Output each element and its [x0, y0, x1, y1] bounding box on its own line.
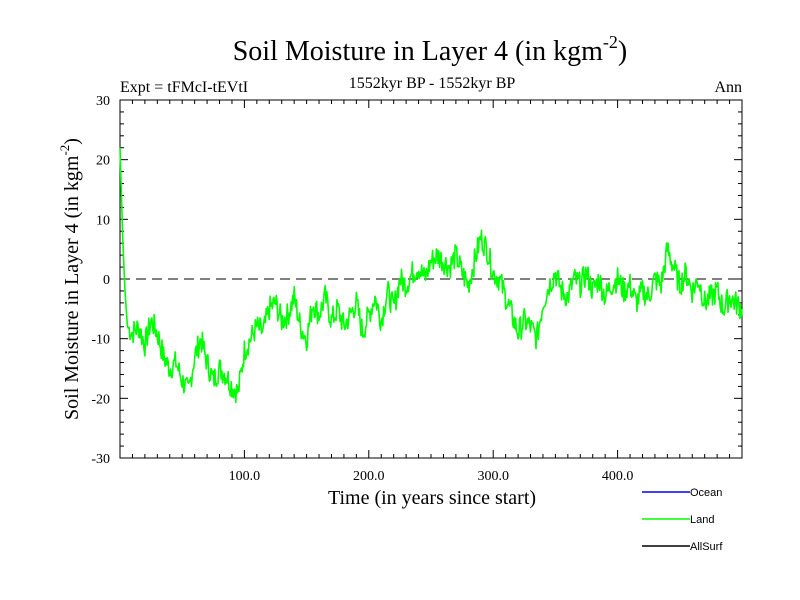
- chart-title: Soil Moisture in Layer 4 (in kgm-2): [233, 32, 628, 67]
- x-tick-label: 300.0: [477, 469, 509, 484]
- y-tick-label: -10: [91, 333, 110, 348]
- series-line-land: [119, 147, 743, 404]
- y-tick-label: -30: [91, 452, 110, 467]
- y-tick-label: 20: [96, 154, 110, 169]
- chart-title-close: ): [618, 36, 627, 67]
- series-group: [119, 147, 743, 404]
- season-caption: Ann: [714, 79, 742, 96]
- chart-title-text: Soil Moisture in Layer 4 (in kgm: [233, 36, 603, 67]
- y-axis-label-text: Soil Moisture in Layer 4 (in kgm: [61, 155, 83, 420]
- y-tick-label: -20: [91, 392, 110, 407]
- y-tick-label: 0: [103, 273, 110, 288]
- y-tick-label: 10: [96, 213, 110, 228]
- y-ticks: -30 -20 -10 0 10 20 30: [91, 94, 742, 467]
- chart-title-superscript: -2: [603, 32, 618, 52]
- legend-label-ocean: Ocean: [690, 487, 722, 499]
- legend: Ocean Land AllSurf: [642, 487, 723, 553]
- y-axis-label: Soil Moisture in Layer 4 (in kgm-2): [57, 138, 83, 420]
- y-axis-label-close: ): [61, 138, 83, 145]
- chart-subtitle: 1552kyr BP - 1552kyr BP: [349, 75, 516, 92]
- y-tick-label: 30: [96, 94, 110, 109]
- x-tick-label: 200.0: [353, 469, 385, 484]
- x-ticks: 100.0 200.0 300.0 400.0: [131, 100, 731, 484]
- experiment-caption: Expt = tFMcI-tEVtI: [120, 79, 248, 96]
- x-axis-label: Time (in years since start): [328, 487, 536, 509]
- y-axis-label-superscript: -2: [57, 145, 72, 156]
- legend-label-land: Land: [690, 514, 714, 526]
- legend-label-allsurf: AllSurf: [690, 541, 723, 553]
- x-tick-label: 400.0: [602, 469, 634, 484]
- x-tick-label: 100.0: [229, 469, 261, 484]
